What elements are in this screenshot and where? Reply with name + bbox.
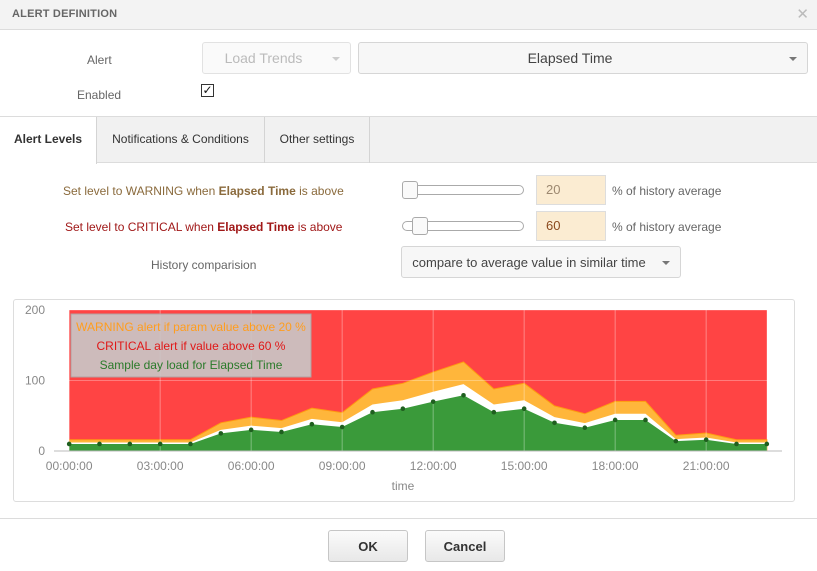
data-point xyxy=(552,420,557,426)
data-point xyxy=(582,425,588,431)
data-point xyxy=(66,441,72,447)
data-point xyxy=(734,441,739,447)
data-point xyxy=(309,421,315,427)
data-point xyxy=(370,409,375,415)
cancel-button[interactable]: Cancel xyxy=(425,530,505,562)
x-tick-label: 00:00:00 xyxy=(46,459,93,473)
history-comparison-label: History comparision xyxy=(151,258,257,272)
chevron-down-icon xyxy=(662,261,670,265)
data-point xyxy=(764,441,770,447)
warning-slider[interactable] xyxy=(402,181,524,199)
y-tick-label: 0 xyxy=(38,444,45,458)
chart-panel: 00:00:00 03:00:00 06:00:00 09:00:00 12:00:00… xyxy=(13,299,795,502)
load-trend-chart: 00:00:00 03:00:00 06:00:00 09:00:00 12:00:00… xyxy=(25,303,782,493)
data-point xyxy=(461,393,466,398)
warning-level-label: Set level to WARNING when Elapsed Time i… xyxy=(63,184,344,198)
warning-slider-handle[interactable] xyxy=(402,181,418,199)
data-point xyxy=(339,424,345,430)
tab-notifications-conditions[interactable]: Notifications & Conditions xyxy=(97,117,265,163)
history-comparison-select[interactable]: compare to average value in similar time xyxy=(401,246,681,278)
x-tick-label: 21:00:00 xyxy=(683,459,730,473)
enabled-label: Enabled xyxy=(77,88,122,102)
data-point xyxy=(127,441,133,447)
legend-entry: CRITICAL alert if value above 60 % xyxy=(97,339,286,353)
tab-label: Notifications & Conditions xyxy=(112,132,249,146)
load-area xyxy=(69,395,767,451)
history-comparison-value: compare to average value in similar time xyxy=(412,255,646,270)
tab-bar: Alert Levels Notifications & Conditions … xyxy=(0,116,817,164)
data-point xyxy=(248,427,254,433)
y-tick-label: 100 xyxy=(25,374,45,388)
chevron-down-icon xyxy=(789,57,797,61)
critical-level-label: Set level to CRITICAL when Elapsed Time … xyxy=(65,220,342,234)
y-tick-label: 200 xyxy=(25,303,45,317)
dialog-titlebar: ALERT DEFINITION ✕ xyxy=(0,0,817,30)
data-point xyxy=(491,409,497,415)
legend-entry: Sample day load for Elapsed Time xyxy=(100,358,283,372)
data-point xyxy=(218,431,224,436)
data-point xyxy=(400,406,406,411)
data-point xyxy=(612,417,618,423)
alert-label: Alert xyxy=(87,53,112,67)
warning-unit: % of history average xyxy=(612,184,722,198)
ok-button[interactable]: OK xyxy=(328,530,408,562)
critical-slider-handle[interactable] xyxy=(412,217,429,235)
alert-param-select[interactable]: Elapsed Time xyxy=(358,42,808,74)
data-point xyxy=(157,441,163,447)
x-tick-label: 15:00:00 xyxy=(501,459,548,473)
data-point xyxy=(430,399,436,404)
critical-suffix: is above xyxy=(294,220,343,234)
enabled-checkbox[interactable]: ✓ xyxy=(201,84,214,97)
data-point xyxy=(673,438,679,444)
warning-value-input[interactable]: 20 xyxy=(536,175,606,205)
data-point xyxy=(521,406,527,411)
alert-source-value: Load Trends xyxy=(224,50,303,66)
critical-slider[interactable] xyxy=(402,217,524,235)
critical-prefix: Set level to CRITICAL when xyxy=(65,220,218,234)
legend-box xyxy=(70,313,312,378)
x-tick-label: 12:00:00 xyxy=(410,459,457,473)
data-point xyxy=(188,441,193,447)
tab-alert-levels[interactable]: Alert Levels xyxy=(0,117,97,164)
chevron-down-icon xyxy=(332,57,340,61)
x-tick-label: 09:00:00 xyxy=(319,459,366,473)
tab-other-settings[interactable]: Other settings xyxy=(265,117,370,163)
tab-label: Other settings xyxy=(279,132,355,146)
x-axis-label: time xyxy=(392,479,415,493)
checkmark-icon: ✓ xyxy=(202,83,213,97)
data-point xyxy=(643,417,648,423)
data-point xyxy=(279,429,284,435)
legend-entry: WARNING alert if param value above 20 % xyxy=(76,320,306,334)
dialog-footer: OK Cancel xyxy=(0,518,817,571)
critical-value-input[interactable]: 60 xyxy=(536,211,606,241)
critical-unit: % of history average xyxy=(612,220,722,234)
x-tick-label: 03:00:00 xyxy=(137,459,184,473)
close-icon[interactable]: ✕ xyxy=(796,6,809,23)
critical-param: Elapsed Time xyxy=(217,220,295,234)
dialog-title: ALERT DEFINITION xyxy=(12,8,118,20)
data-point xyxy=(97,441,102,447)
warning-suffix: is above xyxy=(295,184,344,198)
warning-param: Elapsed Time xyxy=(218,184,296,198)
warning-prefix: Set level to WARNING when xyxy=(63,184,219,198)
x-tick-label: 06:00:00 xyxy=(228,459,275,473)
tab-label: Alert Levels xyxy=(13,132,83,146)
data-point xyxy=(703,437,709,443)
alert-source-select: Load Trends xyxy=(202,42,351,74)
alert-param-value: Elapsed Time xyxy=(527,50,613,66)
x-tick-label: 18:00:00 xyxy=(592,459,639,473)
